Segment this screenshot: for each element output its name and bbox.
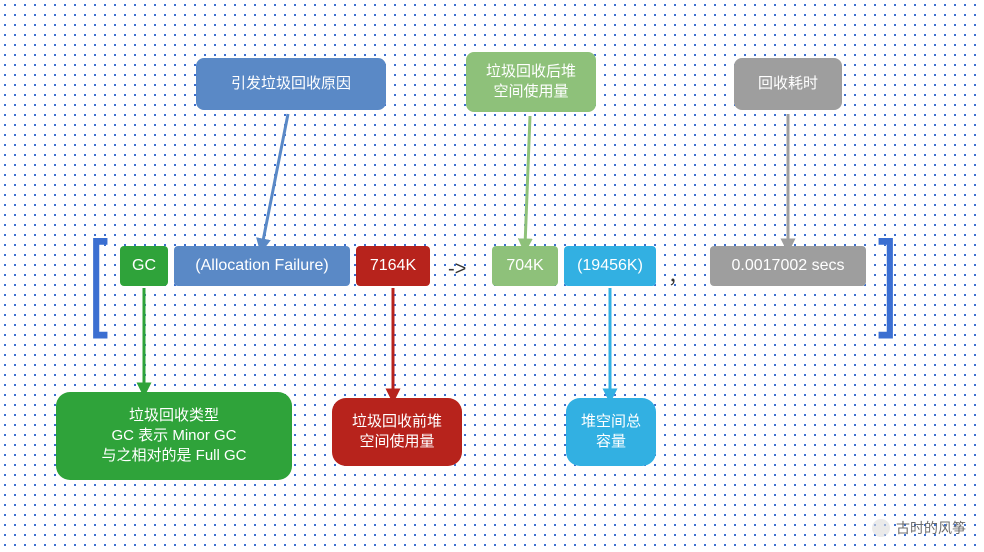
token-after: 704K [492,246,558,286]
bracket-left: [ [88,226,108,334]
label-gc-type: 垃圾回收类型 GC 表示 Minor GC 与之相对的是 Full GC [56,392,292,480]
label-heap-before: 垃圾回收前堆 空间使用量 [332,398,462,466]
label-gc-cause: 引发垃圾回收原因 [196,58,386,110]
separator-comma: ， [668,260,688,289]
token-capacity: (19456K) [564,246,656,286]
token-before: 7164K [356,246,430,286]
label-heap-capacity: 堆空间总 容量 [566,398,656,466]
label-heap-after: 垃圾回收后堆 空间使用量 [466,52,596,112]
watermark-text: 古时的风筝 [896,518,966,538]
token-time: 0.0017002 secs [710,246,866,286]
bracket-right: ] [878,226,898,334]
token-gc: GC [120,246,168,286]
watermark: 古时的风筝 [872,518,966,538]
separator-arrow: -> [448,258,466,281]
label-gc-time: 回收耗时 [734,58,842,110]
token-cause: (Allocation Failure) [174,246,350,286]
watermark-icon [872,519,890,537]
